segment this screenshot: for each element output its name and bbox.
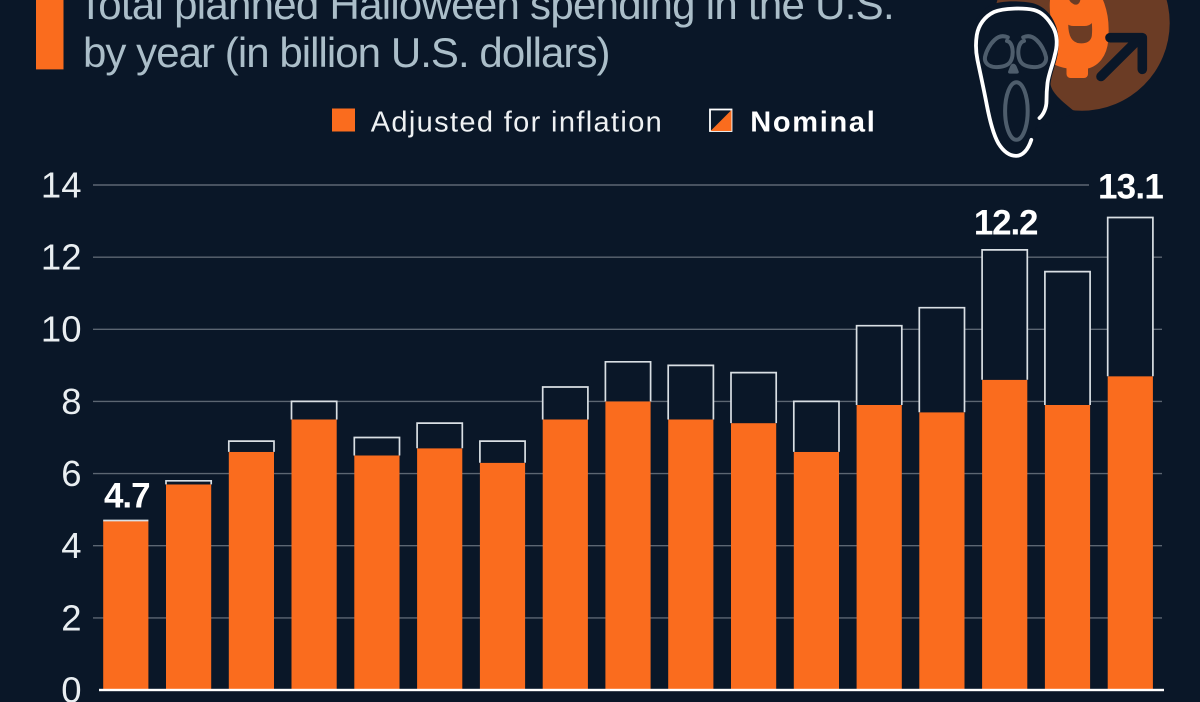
svg-text:4.7: 4.7: [104, 476, 150, 515]
svg-text:4: 4: [61, 525, 81, 566]
svg-text:Total planned Halloween spendi: Total planned Halloween spending in the …: [78, 0, 894, 28]
svg-text:12.2: 12.2: [974, 203, 1038, 242]
svg-text:2: 2: [61, 597, 81, 638]
svg-text:13.1: 13.1: [1098, 168, 1163, 207]
svg-text:Nominal: Nominal: [750, 107, 876, 139]
svg-text:by year (in billion U.S. dolla: by year (in billion U.S. dollars): [83, 29, 610, 76]
svg-text:10: 10: [41, 309, 82, 350]
svg-text:0: 0: [61, 669, 81, 702]
svg-text:Adjusted for inflation: Adjusted for inflation: [371, 107, 663, 139]
svg-text:14: 14: [41, 164, 82, 205]
svg-text:8: 8: [61, 381, 81, 422]
svg-text:12: 12: [41, 237, 82, 278]
svg-text:6: 6: [61, 453, 81, 494]
